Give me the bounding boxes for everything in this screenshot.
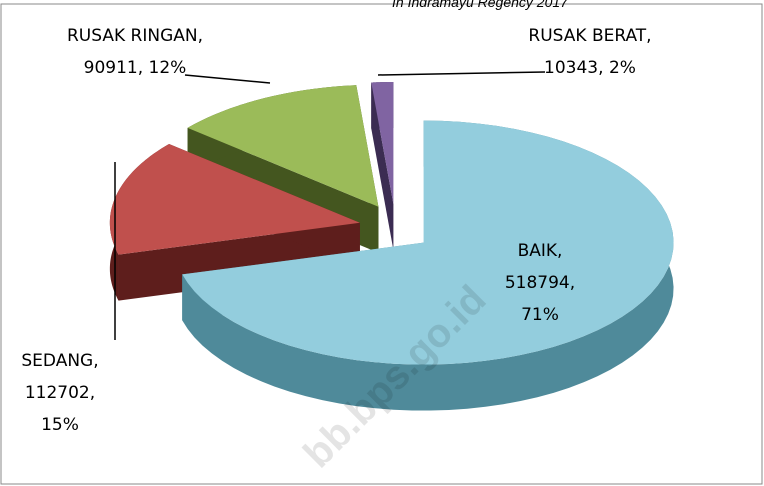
slice: [371, 82, 394, 205]
leader-line: [377, 71, 546, 76]
label-value: 112702: [24, 383, 90, 403]
label-percent: 15%: [41, 415, 79, 435]
data-label: RUSAK RINGAN, 90911, 12%: [66, 26, 203, 78]
slice: [109, 143, 360, 255]
data-label: RUSAK BERAT, 10343, 2%: [528, 26, 652, 78]
label-name: SEDANG: [21, 351, 94, 371]
slice: [182, 120, 674, 365]
label-percent: 71%: [521, 305, 559, 325]
slice: [187, 85, 379, 207]
data-label: BAIK, 518794, 71%: [504, 241, 576, 325]
label-value: 90911: [83, 58, 138, 78]
label-value: 10343: [544, 58, 599, 78]
label-name: BAIK: [517, 241, 558, 261]
frame: [0, 3, 763, 485]
label-percent: 2%: [608, 58, 636, 78]
label-name: RUSAK RINGAN: [66, 26, 198, 46]
label-name: RUSAK BERAT: [528, 26, 647, 46]
chart-title: In Indramayu Regency 2017: [392, 0, 568, 10]
label-value: 518794: [504, 273, 570, 293]
leader-line: [184, 74, 271, 84]
data-label: SEDANG, 112702, 15%: [21, 351, 99, 435]
label-percent: 12%: [148, 58, 187, 78]
